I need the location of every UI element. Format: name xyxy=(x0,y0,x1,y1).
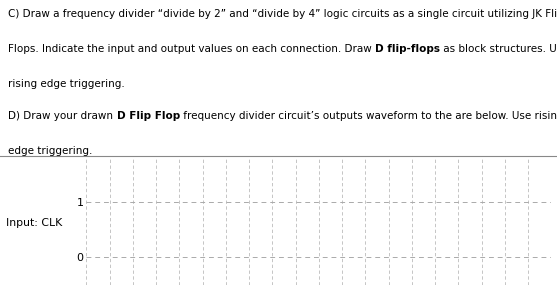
Text: D flip-flops: D flip-flops xyxy=(375,44,441,54)
Text: D) Draw your drawn: D) Draw your drawn xyxy=(8,111,116,120)
Text: edge triggering.: edge triggering. xyxy=(8,146,92,155)
Text: D Flip Flop: D Flip Flop xyxy=(116,111,180,120)
Text: frequency divider circuit’s outputs waveform to the are below. Use rising: frequency divider circuit’s outputs wave… xyxy=(180,111,557,120)
Text: Flops. Indicate the input and output values on each connection. Draw: Flops. Indicate the input and output val… xyxy=(8,44,375,54)
Text: Input: CLK: Input: CLK xyxy=(6,218,62,228)
Text: C) Draw a frequency divider “divide by 2” and “divide by 4” logic circuits as a : C) Draw a frequency divider “divide by 2… xyxy=(8,9,557,19)
Text: rising edge triggering.: rising edge triggering. xyxy=(8,79,125,88)
Text: as block structures. Use: as block structures. Use xyxy=(441,44,557,54)
